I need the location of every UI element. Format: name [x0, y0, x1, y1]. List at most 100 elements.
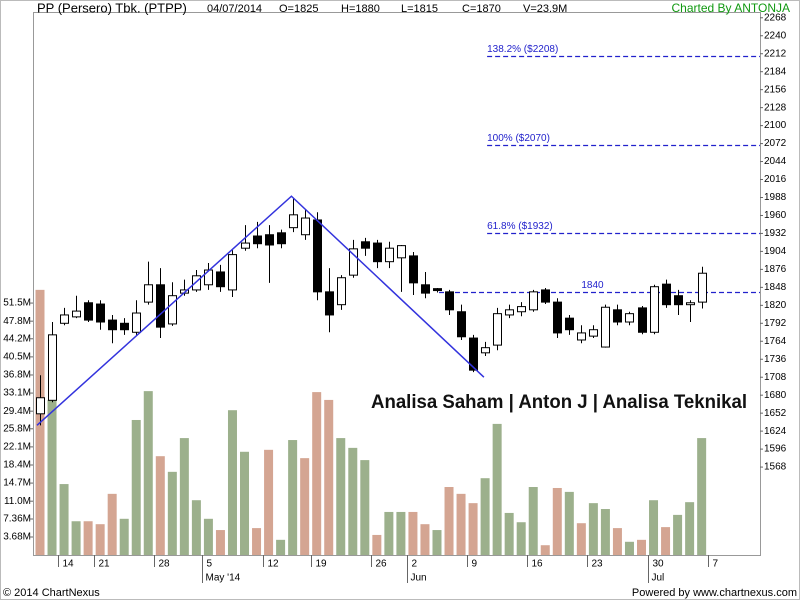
price-tick-label: 1960	[764, 210, 787, 221]
trend-line	[36, 195, 485, 426]
price-tick-label: 2072	[764, 138, 787, 149]
volume-bar	[203, 518, 213, 555]
volume-tick-label: 33.1M	[3, 388, 31, 399]
volume-bar	[600, 509, 610, 555]
candle-body	[445, 291, 454, 311]
volume-bar	[167, 471, 177, 555]
candle-body	[132, 312, 141, 333]
volume-tick-label: 7.36M	[3, 514, 31, 525]
level-label: 61.8% ($1932)	[487, 221, 553, 232]
volume-tick-label: 36.8M	[3, 370, 31, 381]
candle-body	[241, 242, 250, 249]
candle-body	[385, 247, 394, 263]
candle-body	[541, 289, 550, 303]
volume-bar	[661, 527, 671, 555]
price-tick-label: 2044	[764, 156, 787, 167]
open: O=1825	[279, 3, 318, 15]
volume-tick-label: 25.8M	[3, 423, 31, 434]
volume-bar	[107, 493, 117, 555]
x-tick-label: 5	[207, 559, 213, 570]
candle-body	[192, 275, 201, 291]
volume-bar	[300, 458, 310, 555]
volume-bar	[685, 502, 695, 555]
candle-body	[120, 322, 129, 331]
plot-frame	[33, 12, 761, 556]
volume-bar	[540, 545, 550, 555]
volume-bar	[215, 530, 225, 555]
x-tick-label: 26	[376, 559, 388, 570]
candle-body	[553, 301, 562, 334]
volume-bar	[360, 460, 370, 555]
volume-bar	[468, 503, 478, 555]
volume-bar	[564, 491, 574, 555]
volume-tick-label: 29.4M	[3, 406, 31, 417]
volume-bar	[227, 410, 237, 555]
candle-body	[589, 329, 598, 337]
volume-bar	[384, 511, 394, 555]
candle-body	[277, 232, 286, 245]
candle-body	[289, 214, 298, 229]
volume-bar	[47, 399, 57, 555]
price-tick-label: 2240	[764, 30, 787, 41]
x-tick-label: 28	[159, 559, 171, 570]
volume-bar	[372, 534, 382, 555]
candle-body	[397, 245, 406, 259]
price-tick-label: 1624	[764, 426, 787, 437]
month-label: May '14	[206, 573, 241, 584]
candle-body	[650, 286, 659, 333]
candle-body	[517, 306, 526, 313]
candle-body	[96, 303, 105, 323]
candle-body	[373, 242, 382, 263]
month-label: Jul	[652, 573, 665, 584]
x-tick-label: 23	[592, 559, 604, 570]
volume-bar	[588, 503, 598, 555]
volume-bar	[504, 512, 514, 555]
volume-bar	[348, 447, 358, 555]
price-tick-label: 1680	[764, 390, 787, 401]
price-tick-label: 2016	[764, 174, 787, 185]
x-tick-label: 2	[412, 559, 418, 570]
volume-bar	[456, 493, 466, 555]
price-tick-label: 2156	[764, 84, 787, 95]
volume-bar	[649, 500, 659, 555]
volume-tick-label: 40.5M	[3, 352, 31, 363]
volume-bar	[420, 524, 430, 555]
volume-bar	[552, 487, 562, 555]
credit: Charted By ANTONJA	[672, 1, 791, 15]
volume-bar	[83, 521, 93, 555]
candle-body	[108, 319, 117, 331]
price-tick-label: 2212	[764, 48, 787, 59]
candle-body	[505, 309, 514, 316]
price-tick-label: 1876	[764, 264, 787, 275]
volume-bar	[673, 514, 683, 555]
candle-body	[638, 307, 647, 333]
candle-body	[577, 332, 586, 341]
price-tick-label: 2268	[764, 12, 787, 23]
candle-body	[325, 291, 334, 316]
volume-bar	[408, 511, 418, 555]
candle-body	[216, 271, 225, 288]
volume-tick-label: 47.8M	[3, 316, 31, 327]
volume-tick-label: 44.2M	[3, 333, 31, 344]
candle-body	[301, 217, 310, 236]
x-tick-label: 19	[316, 559, 328, 570]
candle-body	[84, 302, 93, 321]
volume-bar	[528, 487, 538, 555]
volume-bar	[697, 438, 707, 555]
candle-body	[253, 235, 262, 245]
candle-body	[48, 334, 57, 401]
candle-body	[686, 302, 695, 306]
price-tick-label: 2100	[764, 120, 787, 131]
volume-tick-label: 11.0M	[4, 496, 31, 507]
x-tick-label: 21	[99, 559, 111, 570]
volume-tick-label: 14.7M	[3, 478, 31, 489]
candle-body	[493, 313, 502, 346]
volume-bar	[480, 478, 490, 555]
volume-bar	[324, 399, 334, 555]
candle-body	[36, 397, 45, 415]
volume: V=23.9M	[523, 3, 567, 15]
candle-body	[349, 248, 358, 276]
volume-bar	[143, 391, 153, 555]
price-tick-label: 1988	[764, 192, 787, 203]
